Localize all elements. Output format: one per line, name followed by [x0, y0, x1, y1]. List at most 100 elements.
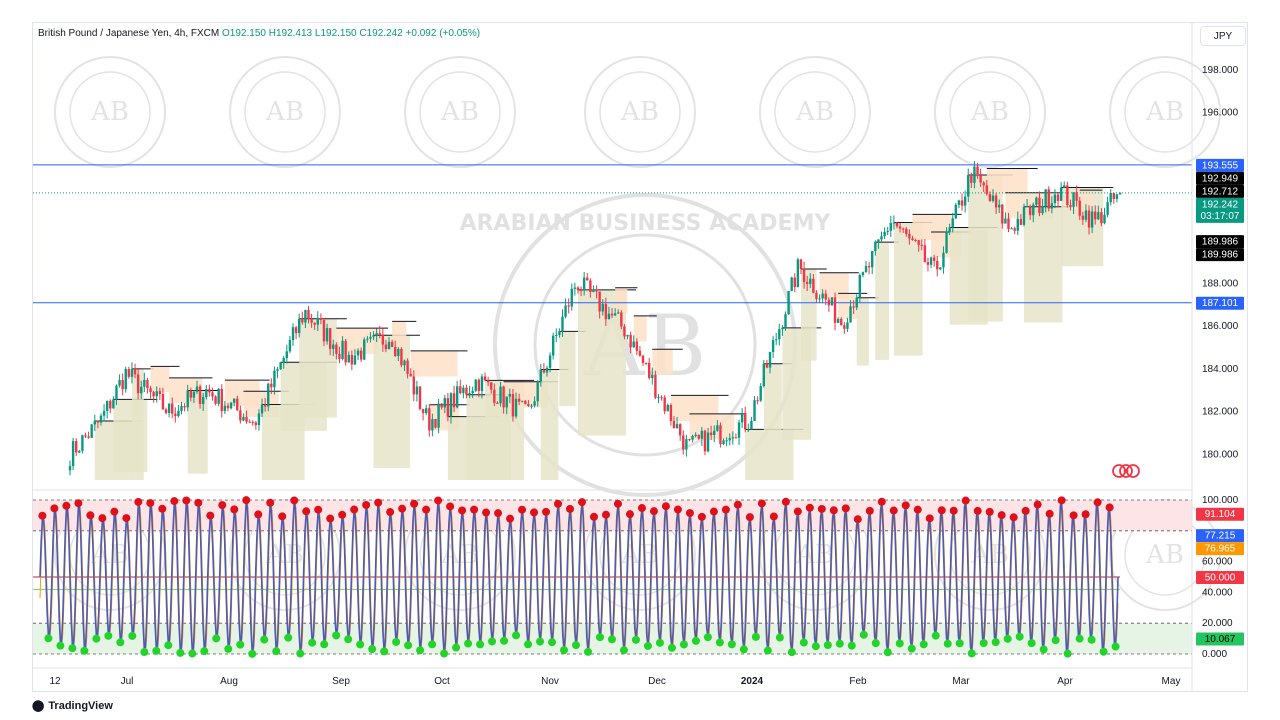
candle-body: [833, 297, 837, 323]
candle-body: [932, 257, 936, 261]
overbought-dot: [158, 504, 167, 513]
candle-body: [524, 400, 527, 404]
overbought-dot: [1105, 503, 1114, 512]
candle-body: [381, 334, 385, 345]
candle-body: [1038, 197, 1041, 214]
candle-body: [781, 327, 784, 330]
candle-body: [490, 382, 493, 390]
candle-body: [573, 287, 577, 289]
demand-zone: [187, 390, 208, 474]
candle-body: [567, 305, 570, 307]
price-label-text: 193.555: [1202, 160, 1239, 171]
replay-icon[interactable]: [1112, 464, 1140, 478]
candle-body: [651, 374, 654, 379]
candle-body: [660, 397, 663, 399]
candle-body: [744, 412, 747, 430]
candle-body: [459, 386, 462, 394]
demand-zone: [763, 363, 782, 431]
candle-body: [827, 299, 831, 306]
oversold-dot: [1075, 634, 1084, 643]
candle-body: [99, 415, 103, 423]
oversold-dot: [512, 631, 521, 640]
overbought-dot: [278, 512, 287, 521]
candle-body: [1022, 206, 1026, 225]
overbought-dot: [661, 502, 670, 511]
supply-zone: [150, 366, 170, 393]
candle-body: [1078, 200, 1081, 216]
candle-body: [812, 278, 815, 293]
candle-body: [967, 174, 970, 197]
oversold-dot: [452, 643, 461, 652]
price-label: 91.104: [1196, 507, 1244, 521]
candle-body: [595, 289, 598, 292]
candle-body: [722, 440, 725, 445]
overbought-dot: [949, 506, 958, 515]
candle-body: [192, 391, 196, 398]
candle-body: [332, 344, 335, 349]
overbought-dot: [757, 499, 766, 508]
symbol-title[interactable]: British Pound / Japanese Yen, 4h, FXCM: [38, 28, 220, 39]
candle-body: [384, 344, 388, 350]
overbought-dot: [805, 503, 814, 512]
candle-body: [1007, 218, 1010, 230]
overbought-dot: [494, 509, 503, 518]
candle-body: [815, 292, 818, 299]
time-axis-tick: 2024: [741, 676, 764, 687]
candle-body: [998, 204, 1001, 208]
oversold-dot: [248, 649, 257, 658]
candle-body: [338, 353, 341, 359]
oversold-dot: [284, 633, 293, 642]
overbought-dot: [745, 513, 754, 522]
currency-button[interactable]: JPY: [1200, 26, 1246, 46]
candle-body: [555, 334, 558, 336]
oscillator-main-series: [39, 500, 1119, 654]
oversold-dot: [595, 633, 604, 642]
candle-body: [424, 408, 428, 414]
candle-body: [694, 434, 697, 436]
candle-body: [579, 289, 583, 291]
candle-body: [149, 388, 152, 393]
overbought-dot: [242, 496, 251, 505]
candle-body: [858, 275, 862, 298]
supply-zone: [838, 293, 858, 319]
candle-body: [545, 367, 549, 373]
chart-frame: [32, 22, 1248, 692]
oversold-dot: [152, 646, 161, 655]
candle-body: [477, 379, 481, 392]
candle-body: [731, 437, 735, 439]
candle-body: [112, 399, 115, 409]
candle-body: [508, 394, 512, 397]
price-axis-tick: 196.000: [1202, 108, 1239, 119]
candle-body: [140, 386, 143, 394]
demand-zone: [1023, 206, 1063, 323]
candle-body: [164, 409, 168, 414]
candle-body: [369, 336, 372, 339]
candle-body: [201, 397, 205, 405]
candle-body: [452, 393, 456, 408]
oversold-dot: [835, 639, 844, 648]
candle-body: [821, 293, 824, 299]
candle-body: [533, 401, 536, 406]
overbought-dot: [625, 510, 634, 519]
oversold-dot: [1087, 635, 1096, 644]
oversold-dot: [643, 641, 652, 650]
candle-body: [1019, 218, 1023, 225]
candle-body: [1047, 189, 1050, 209]
overbought-dot: [386, 508, 395, 517]
close-value: C192.242: [359, 28, 403, 39]
watermark-text: AB: [795, 540, 834, 570]
price-label-text: 192.242: [1202, 199, 1239, 210]
oversold-dot: [907, 644, 916, 653]
candle-body: [886, 230, 889, 232]
candle-body: [1069, 205, 1072, 207]
oversold-dot: [1099, 647, 1108, 656]
candle-body: [1115, 194, 1119, 199]
candle-body: [1090, 211, 1094, 228]
candle-body: [236, 398, 239, 411]
candle-body: [186, 390, 189, 408]
candle-body: [669, 404, 673, 421]
candle-body: [1094, 211, 1097, 220]
candle-body: [400, 348, 403, 366]
overbought-dot: [254, 510, 263, 519]
